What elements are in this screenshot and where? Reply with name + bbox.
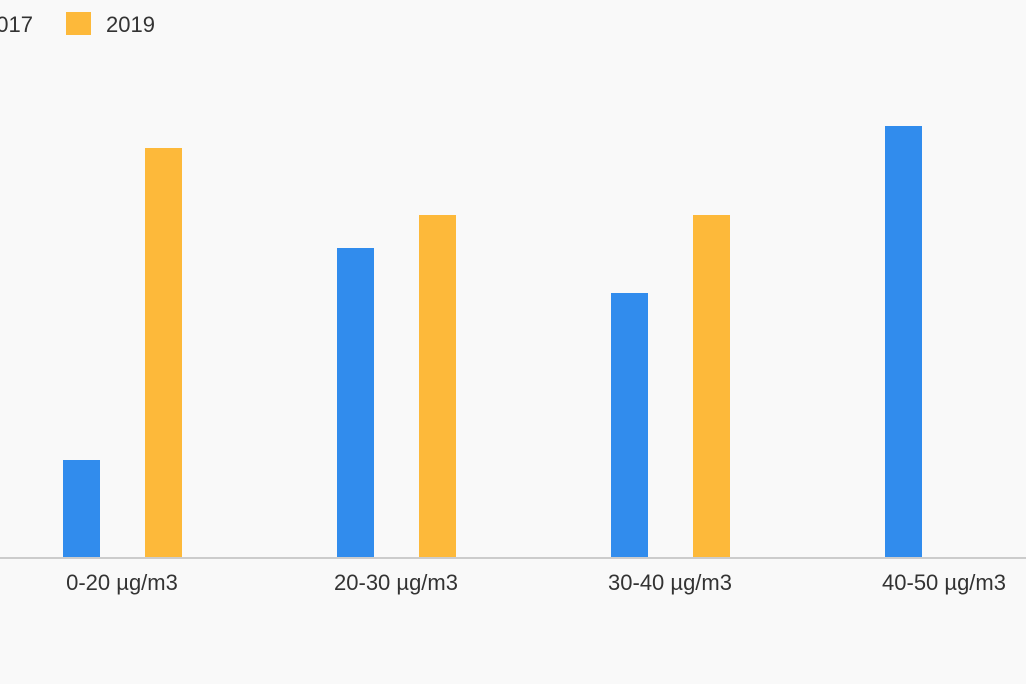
bar xyxy=(693,215,730,558)
x-tick-label: 20-30 µg/m3 xyxy=(334,570,458,595)
legend-label: 2019 xyxy=(106,12,155,37)
x-tick-label: 30-40 µg/m3 xyxy=(608,570,732,595)
bar xyxy=(419,215,456,558)
bar xyxy=(337,248,374,558)
legend-swatch xyxy=(66,12,91,35)
bar xyxy=(611,293,648,558)
x-tick-label: 40-50 µg/m3 xyxy=(882,570,1006,595)
bar xyxy=(885,126,922,558)
bar xyxy=(145,148,182,558)
x-tick-label: 0-20 µg/m3 xyxy=(66,570,178,595)
legend-label: 2017 xyxy=(0,12,33,37)
bar xyxy=(63,460,100,558)
